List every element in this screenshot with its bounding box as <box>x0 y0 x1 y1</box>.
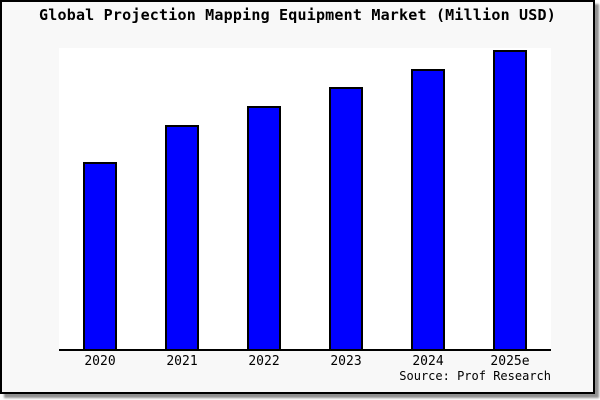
x-tick-label-2021: 2021 <box>166 354 198 369</box>
bar-2020 <box>83 162 117 349</box>
chart-title: Global Projection Mapping Equipment Mark… <box>39 6 556 24</box>
bar-slot-2025e <box>469 48 551 349</box>
x-tick-label-2020: 2020 <box>84 354 116 369</box>
bar-2024 <box>411 69 445 349</box>
bar-slot-2022 <box>223 48 305 349</box>
bar-2025e <box>493 50 527 349</box>
bar-2023 <box>329 87 363 349</box>
bar-slot-2024 <box>387 48 469 349</box>
source-credit: Source: Prof Research <box>399 369 551 383</box>
bar-slot-2023 <box>305 48 387 349</box>
bar-2021 <box>165 125 199 349</box>
x-tick-label-2023: 2023 <box>330 354 362 369</box>
bar-2022 <box>247 106 281 349</box>
x-tick-label-2022: 2022 <box>248 354 280 369</box>
chart-card: Global Projection Mapping Equipment Mark… <box>0 0 595 394</box>
x-tick-label-2025e: 2025e <box>490 354 530 369</box>
x-axis-labels: 2020 2021 2022 2023 2024 2025e <box>59 355 551 368</box>
x-tick-label-2024: 2024 <box>412 354 444 369</box>
plot-area <box>59 48 551 351</box>
bar-slot-2020 <box>59 48 141 349</box>
bar-slot-2021 <box>141 48 223 349</box>
bars-container <box>59 48 551 349</box>
